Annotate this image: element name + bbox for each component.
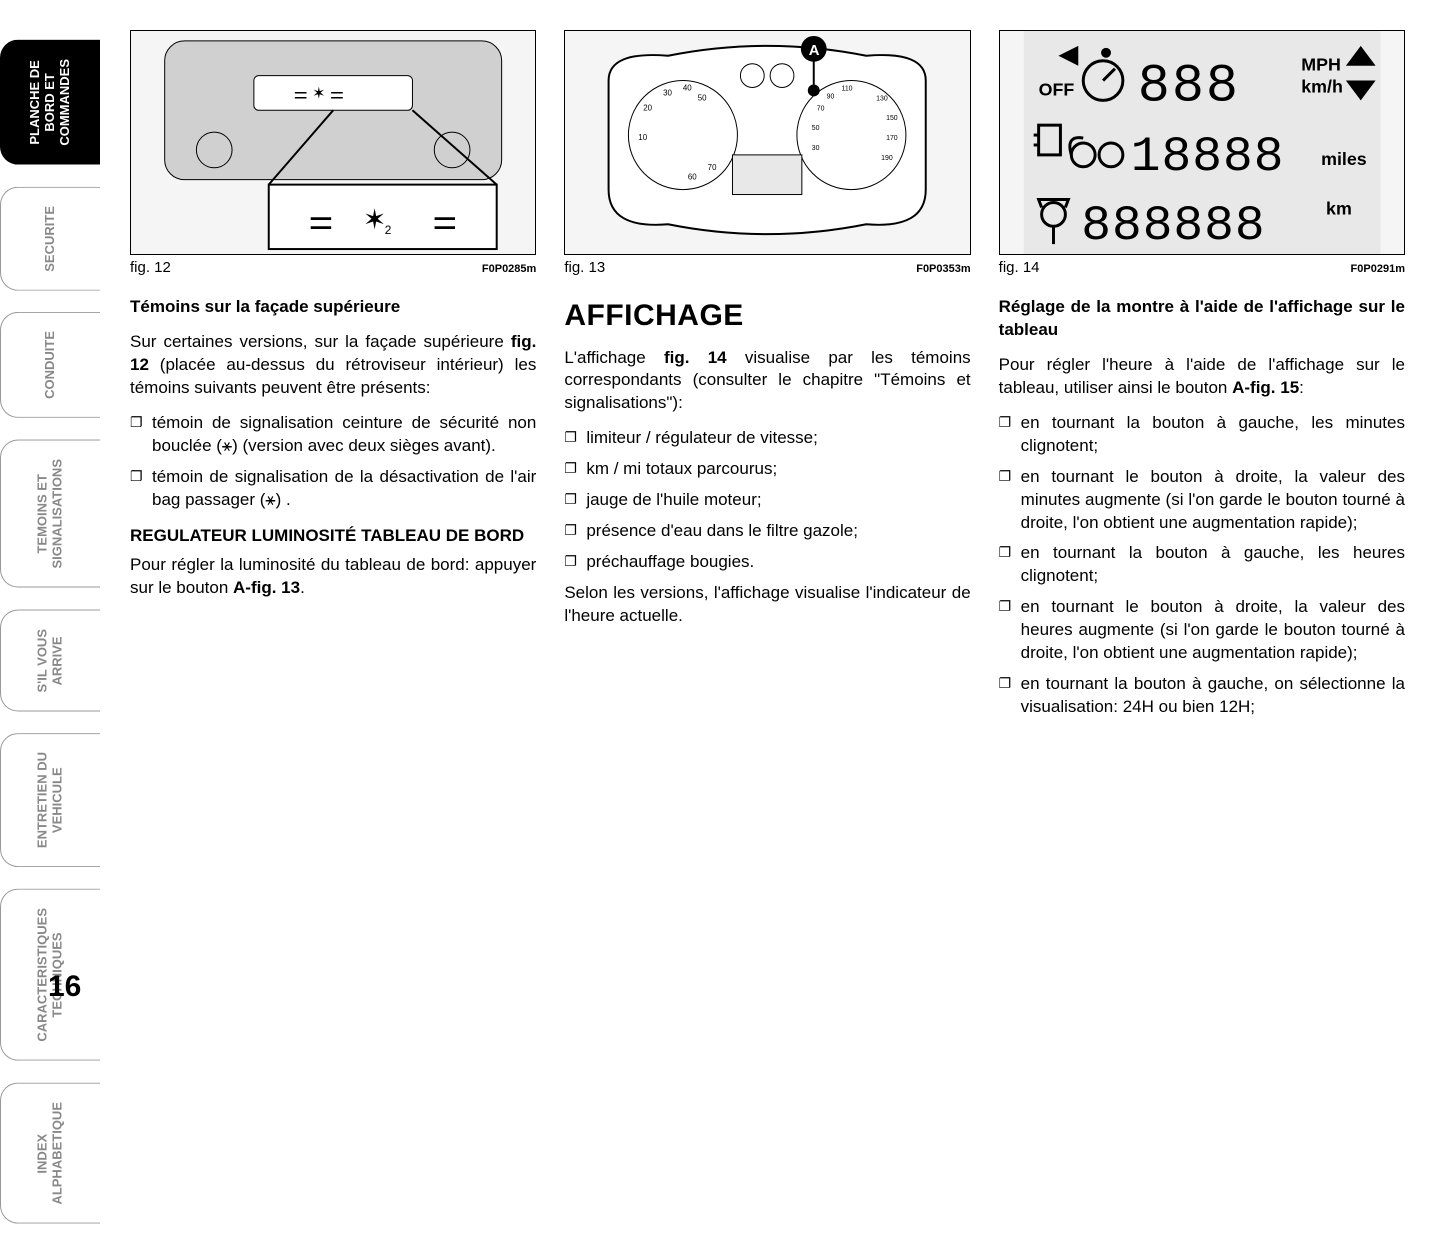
svg-text:OFF: OFF	[1038, 79, 1074, 99]
tab-index[interactable]: INDEXALPHABETIQUE	[0, 1083, 100, 1224]
col3-bullet-4: en tournant le bouton à droite, la valeu…	[999, 596, 1405, 665]
svg-text:90: 90	[827, 93, 835, 100]
svg-text:18888: 18888	[1130, 129, 1284, 185]
svg-text:miles: miles	[1321, 149, 1367, 169]
col1-para2: Pour régler la luminosité du tableau de …	[130, 554, 536, 600]
tab-temoins[interactable]: TEMOINS ETSIGNALISATIONS	[0, 440, 100, 588]
col3-para1: Pour régler l'heure à l'aide de l'affich…	[999, 354, 1405, 400]
figure-12: ⚌ ✶ ⚌ ⚌ ✶ 2 ⚌	[130, 30, 536, 255]
svg-text:50: 50	[812, 125, 820, 132]
col2-bullet-2: km / mi totaux parcourus;	[564, 458, 970, 481]
svg-text:130: 130	[877, 95, 889, 102]
fig14-caption: fig. 14	[999, 259, 1040, 276]
svg-text:⚌ ✶ ⚌: ⚌ ✶ ⚌	[294, 85, 344, 102]
col2-bullet-1: limiteur / régulateur de vitesse;	[564, 427, 970, 450]
svg-text:60: 60	[688, 173, 697, 182]
col1-bullet-2: témoin de signalisation de la désactivat…	[130, 466, 536, 512]
svg-text:A: A	[809, 43, 820, 59]
svg-text:2: 2	[385, 223, 392, 237]
tab-planche[interactable]: PLANCHE DEBORD ETCOMMANDES	[0, 40, 100, 165]
col2-bullet-5: préchauffage bougies.	[564, 551, 970, 574]
col2-bullet-3: jauge de l'huile moteur;	[564, 489, 970, 512]
fig12-caption: fig. 12	[130, 259, 171, 276]
col2-bullet-4: présence d'eau dans le filtre gazole;	[564, 520, 970, 543]
svg-text:150: 150	[886, 115, 898, 122]
column-1: ⚌ ✶ ⚌ ⚌ ✶ 2 ⚌ fig. 12 F0P0285m Témoins s…	[130, 30, 536, 1224]
col2-title: AFFICHAGE	[564, 296, 970, 337]
col1-bullet-1: témoin de signalisation ceinture de sécu…	[130, 412, 536, 458]
tab-entretien[interactable]: ENTRETIEN DUVEHICULE	[0, 733, 100, 867]
col2-para2: Selon les versions, l'affichage visualis…	[564, 582, 970, 628]
col3-bullet-3: en tournant la bouton à gauche, les heur…	[999, 542, 1405, 588]
col3-bullet-1: en tournant la bouton à gauche, les minu…	[999, 412, 1405, 458]
svg-text:km: km	[1326, 198, 1352, 218]
svg-text:50: 50	[698, 93, 707, 102]
svg-text:30: 30	[812, 145, 820, 152]
side-tabs: PLANCHE DEBORD ETCOMMANDES SECURITE COND…	[0, 30, 100, 1224]
svg-text:⚌: ⚌	[432, 204, 457, 235]
tab-sil-vous-arrive[interactable]: S'IL VOUSARRIVE	[0, 610, 100, 712]
col2-para1: L'affichage fig. 14 visualise par les té…	[564, 347, 970, 416]
content-area: ⚌ ✶ ⚌ ⚌ ✶ 2 ⚌ fig. 12 F0P0285m Témoins s…	[100, 30, 1405, 1224]
svg-text:70: 70	[708, 163, 717, 172]
fig12-code: F0P0285m	[482, 263, 536, 275]
col1-heading: Témoins sur la façade supérieure	[130, 296, 536, 319]
svg-text:888888: 888888	[1081, 198, 1265, 254]
col1-heading2: REGULATEUR LUMINOSITÉ TABLEAU DE BORD	[130, 526, 536, 546]
figure-13: 203040 1050 6070 7090110 130150 5030 170…	[564, 30, 970, 255]
column-2: 203040 1050 6070 7090110 130150 5030 170…	[564, 30, 970, 1224]
col3-heading: Réglage de la montre à l'aide de l'affic…	[999, 296, 1405, 342]
col1-para1: Sur certaines versions, sur la façade su…	[130, 331, 536, 400]
svg-text:10: 10	[639, 133, 648, 142]
svg-text:888: 888	[1137, 56, 1239, 117]
svg-text:190: 190	[881, 155, 893, 162]
svg-text:40: 40	[683, 83, 692, 92]
tab-securite[interactable]: SECURITE	[0, 187, 100, 291]
tab-conduite[interactable]: CONDUITE	[0, 312, 100, 418]
svg-text:✶: ✶	[363, 204, 386, 235]
page-number: 16	[48, 970, 81, 1004]
svg-text:km/h: km/h	[1301, 76, 1343, 96]
col3-bullet-5: en tournant la bouton à gauche, on sélec…	[999, 673, 1405, 719]
col3-bullet-2: en tournant le bouton à droite, la valeu…	[999, 466, 1405, 535]
svg-text:170: 170	[886, 135, 898, 142]
svg-text:⚌: ⚌	[308, 204, 333, 235]
svg-text:70: 70	[817, 105, 825, 112]
fig13-code: F0P0353m	[916, 263, 970, 275]
svg-text:MPH: MPH	[1301, 55, 1341, 75]
svg-text:110: 110	[842, 85, 853, 92]
svg-text:20: 20	[644, 103, 653, 112]
column-3: OFF 888 MPH km/h 18888	[999, 30, 1405, 1224]
fig14-code: F0P0291m	[1351, 263, 1405, 275]
fig13-caption: fig. 13	[564, 259, 605, 276]
svg-text:30: 30	[663, 88, 672, 97]
figure-14: OFF 888 MPH km/h 18888	[999, 30, 1405, 255]
